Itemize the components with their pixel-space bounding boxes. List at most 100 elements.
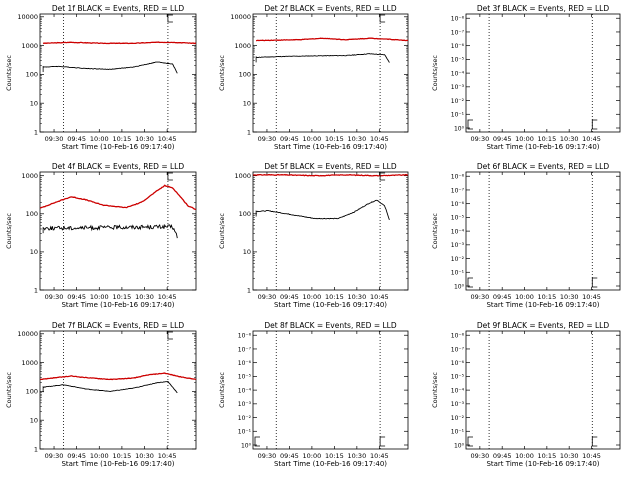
y-tick-label: 1000 bbox=[234, 42, 251, 50]
plot-frame bbox=[465, 330, 621, 450]
x-tick-label: 10:30 bbox=[135, 452, 154, 460]
bracket-mark bbox=[467, 119, 473, 130]
series-line-1 bbox=[255, 37, 409, 42]
x-tick-label: 10:00 bbox=[90, 135, 109, 143]
y-tick-label: 10⁻⁵ bbox=[238, 374, 252, 381]
y-axis-label: Counts/sec bbox=[218, 372, 226, 408]
bracket-mark bbox=[379, 14, 386, 23]
bracket-mark bbox=[379, 172, 386, 181]
y-axis-label: Counts/sec bbox=[5, 372, 13, 408]
x-tick-label: 09:45 bbox=[67, 293, 86, 301]
bracket-mark bbox=[467, 277, 473, 288]
x-tick-label: 10:30 bbox=[135, 293, 154, 301]
bracket-mark bbox=[167, 331, 173, 340]
x-tick-label: 10:30 bbox=[560, 293, 579, 301]
x-tick-label: 09:30 bbox=[45, 452, 64, 460]
y-tick-label: 1 bbox=[247, 128, 251, 136]
x-tick-label: 10:15 bbox=[113, 135, 132, 143]
bracket-mark bbox=[379, 436, 386, 447]
y-tick-label: 10⁻⁴ bbox=[451, 387, 465, 394]
y-tick-label: 10⁻³ bbox=[451, 84, 465, 91]
x-tick-label: 09:45 bbox=[493, 135, 512, 143]
x-tick-label: 09:30 bbox=[470, 452, 489, 460]
y-tick-label: 10⁻² bbox=[451, 256, 465, 263]
x-tick-label: 10:45 bbox=[158, 135, 177, 143]
y-tick-label: 10⁻² bbox=[238, 415, 252, 422]
x-axis-label: Start Time (10-Feb-16 09:17:40) bbox=[61, 143, 174, 151]
y-tick-label: 10⁻⁸ bbox=[451, 174, 465, 181]
x-tick-label: 10:15 bbox=[537, 452, 556, 460]
y-tick-label: 1000 bbox=[21, 359, 38, 367]
x-axis-label: Start Time (10-Feb-16 09:17:40) bbox=[61, 460, 174, 468]
panel-title: Det 1f BLACK = Events, RED = LLD bbox=[52, 4, 185, 13]
y-tick-label: 100 bbox=[26, 71, 38, 79]
x-axis-label: Start Time (10-Feb-16 09:17:40) bbox=[486, 301, 599, 309]
bracket-mark bbox=[467, 436, 473, 447]
chart-panel-4: Det 4f BLACK = Events, RED = LLD Counts/s… bbox=[5, 162, 197, 309]
y-tick-label: 100 bbox=[239, 71, 251, 79]
series-line-2 bbox=[42, 223, 178, 239]
plot-frame bbox=[252, 171, 409, 291]
x-axis-label: Start Time (10-Feb-16 09:17:40) bbox=[61, 301, 174, 309]
y-tick-label: 1000 bbox=[21, 42, 38, 50]
x-tick-label: 10:30 bbox=[560, 135, 579, 143]
panel-title: Det 7f BLACK = Events, RED = LLD bbox=[52, 321, 185, 330]
y-tick-label: 10⁻¹ bbox=[451, 429, 465, 436]
x-tick-label: 10:45 bbox=[158, 293, 177, 301]
plot-frame bbox=[39, 13, 197, 133]
x-tick-label: 09:45 bbox=[280, 293, 299, 301]
x-tick-label: 09:45 bbox=[493, 293, 512, 301]
x-tick-label: 10:45 bbox=[582, 135, 601, 143]
y-axis-label: Counts/sec bbox=[218, 213, 226, 249]
y-tick-label: 10⁰ bbox=[454, 125, 465, 132]
y-tick-label: 10⁻⁸ bbox=[451, 333, 465, 340]
x-tick-label: 09:30 bbox=[258, 293, 277, 301]
series-line-1 bbox=[39, 372, 197, 381]
x-tick-label: 10:00 bbox=[303, 135, 322, 143]
y-tick-label: 10⁻⁶ bbox=[451, 43, 465, 50]
x-axis-label: Start Time (10-Feb-16 09:17:40) bbox=[486, 460, 599, 468]
x-tick-label: 10:15 bbox=[537, 293, 556, 301]
x-tick-label: 09:45 bbox=[67, 452, 86, 460]
y-tick-label: 10⁻⁸ bbox=[238, 333, 252, 340]
chart-panel-3: Det 3f BLACK = Events, RED = LLD Counts/s… bbox=[431, 4, 621, 151]
y-tick-label: 10⁻³ bbox=[451, 242, 465, 249]
x-tick-label: 10:00 bbox=[90, 293, 109, 301]
y-tick-label: 10⁻⁴ bbox=[238, 387, 252, 394]
x-tick-label: 10:45 bbox=[370, 452, 389, 460]
y-tick-label: 10 bbox=[243, 248, 251, 256]
y-tick-label: 10⁻¹ bbox=[451, 112, 465, 119]
chart-panel-5: Det 5f BLACK = Events, RED = LLD Counts/s… bbox=[218, 162, 409, 309]
plot-frame bbox=[252, 330, 409, 450]
x-tick-label: 10:00 bbox=[303, 452, 322, 460]
y-tick-label: 10000 bbox=[17, 330, 38, 338]
chart-panel-1: Det 1f BLACK = Events, RED = LLD Counts/s… bbox=[5, 4, 197, 151]
panel-title: Det 2f BLACK = Events, RED = LLD bbox=[264, 4, 397, 13]
plot-frame bbox=[252, 13, 409, 133]
bracket-mark bbox=[167, 14, 173, 23]
y-axis-label: Counts/sec bbox=[431, 55, 439, 91]
x-tick-label: 10:30 bbox=[560, 452, 579, 460]
y-axis-label: Counts/sec bbox=[218, 55, 226, 91]
panel-title: Det 9f BLACK = Events, RED = LLD bbox=[477, 321, 610, 330]
x-tick-label: 10:30 bbox=[347, 293, 366, 301]
plot-frame bbox=[39, 171, 197, 291]
y-tick-label: 10⁻³ bbox=[238, 401, 252, 408]
bracket-mark bbox=[591, 119, 598, 130]
bracket-mark bbox=[591, 436, 598, 447]
x-tick-label: 09:30 bbox=[470, 135, 489, 143]
chart-panel-8: Det 8f BLACK = Events, RED = LLD Counts/s… bbox=[218, 321, 409, 468]
x-tick-label: 10:15 bbox=[325, 293, 344, 301]
panel-title: Det 3f BLACK = Events, RED = LLD bbox=[477, 4, 610, 13]
y-tick-label: 10⁻⁷ bbox=[451, 29, 465, 36]
y-tick-label: 10 bbox=[30, 248, 38, 256]
y-tick-label: 1000 bbox=[21, 172, 38, 180]
x-tick-label: 09:30 bbox=[258, 135, 277, 143]
y-tick-label: 10⁻¹ bbox=[451, 270, 465, 277]
y-tick-label: 10⁻³ bbox=[451, 401, 465, 408]
series-line-1 bbox=[39, 184, 197, 211]
x-tick-label: 09:45 bbox=[280, 135, 299, 143]
x-tick-label: 10:30 bbox=[347, 135, 366, 143]
x-tick-label: 10:15 bbox=[325, 452, 344, 460]
y-axis-label: Counts/sec bbox=[5, 213, 13, 249]
